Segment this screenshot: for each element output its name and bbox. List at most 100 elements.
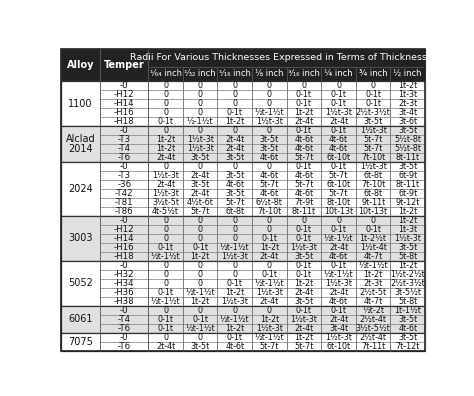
- Text: Temper: Temper: [104, 60, 145, 70]
- Bar: [61, 216, 100, 261]
- Text: 0: 0: [232, 216, 237, 225]
- Text: 1½t-2½t: 1½t-2½t: [391, 270, 425, 279]
- Bar: [321, 225, 356, 234]
- Text: 1t-1½t: 1t-1½t: [394, 306, 421, 315]
- Text: -0: -0: [120, 126, 128, 135]
- Text: ½t-1½t: ½t-1½t: [185, 324, 215, 333]
- Text: 0-1t: 0-1t: [157, 324, 173, 333]
- Text: 2t-4t: 2t-4t: [156, 342, 175, 351]
- Text: ½t-1½t: ½t-1½t: [220, 315, 249, 324]
- Bar: [61, 306, 100, 333]
- Text: 0: 0: [336, 216, 341, 225]
- Text: 3t-5t: 3t-5t: [191, 342, 210, 351]
- Bar: [287, 297, 321, 306]
- Text: 1100: 1100: [68, 99, 93, 109]
- Bar: [100, 279, 148, 288]
- Bar: [391, 252, 425, 261]
- Text: -T42: -T42: [115, 189, 134, 198]
- Text: 0: 0: [301, 81, 306, 90]
- Bar: [218, 216, 252, 225]
- Bar: [252, 333, 287, 342]
- Text: 7t-9t: 7t-9t: [294, 198, 314, 207]
- Text: -H12: -H12: [114, 225, 135, 234]
- Bar: [218, 126, 252, 135]
- Bar: [391, 234, 425, 243]
- Text: 0-1t: 0-1t: [157, 288, 173, 297]
- Bar: [183, 180, 218, 189]
- Text: 2t-4t: 2t-4t: [225, 135, 245, 144]
- Text: 1½t-3t: 1½t-3t: [221, 252, 248, 261]
- Bar: [356, 243, 391, 252]
- Text: ½t-1½t: ½t-1½t: [185, 288, 215, 297]
- Bar: [148, 324, 183, 333]
- Bar: [148, 279, 183, 288]
- Bar: [321, 108, 356, 117]
- Bar: [287, 333, 321, 342]
- Text: 0: 0: [232, 162, 237, 171]
- Text: 5t-7t: 5t-7t: [329, 171, 348, 180]
- Text: 1½t-3t: 1½t-3t: [291, 315, 318, 324]
- Bar: [391, 288, 425, 297]
- Bar: [356, 333, 391, 342]
- Bar: [183, 297, 218, 306]
- Text: -T6: -T6: [118, 342, 131, 351]
- Text: 0: 0: [163, 306, 168, 315]
- Text: -H34: -H34: [114, 279, 135, 288]
- Text: 5t-7t: 5t-7t: [225, 198, 245, 207]
- Bar: [218, 288, 252, 297]
- Bar: [252, 198, 287, 207]
- Text: ½t-1½t: ½t-1½t: [324, 270, 353, 279]
- Bar: [148, 117, 183, 126]
- Bar: [61, 49, 100, 81]
- Text: 2½t-3½t: 2½t-3½t: [391, 279, 425, 288]
- Text: 0: 0: [232, 126, 237, 135]
- Bar: [321, 279, 356, 288]
- Text: 1½t-3t: 1½t-3t: [325, 108, 352, 117]
- Bar: [148, 243, 183, 252]
- Bar: [287, 288, 321, 297]
- Text: 0-1t: 0-1t: [296, 306, 312, 315]
- Bar: [61, 81, 425, 126]
- Bar: [61, 261, 425, 306]
- Text: 0: 0: [336, 81, 341, 90]
- Text: 4t-6t: 4t-6t: [225, 342, 244, 351]
- Bar: [391, 306, 425, 315]
- Bar: [356, 216, 391, 225]
- Text: 6061: 6061: [68, 314, 93, 324]
- Text: -H12: -H12: [114, 90, 135, 99]
- Text: -H16: -H16: [114, 243, 135, 252]
- Text: ½t-1½t: ½t-1½t: [358, 261, 388, 270]
- Text: -T3: -T3: [118, 171, 131, 180]
- Bar: [100, 306, 148, 315]
- Text: 0-1t: 0-1t: [157, 117, 173, 126]
- Bar: [61, 81, 100, 126]
- Bar: [321, 198, 356, 207]
- Text: 10t-13t: 10t-13t: [324, 207, 353, 216]
- Text: 3t-5t: 3t-5t: [191, 180, 210, 189]
- Text: ½t-1½t: ½t-1½t: [255, 333, 284, 342]
- Text: -0: -0: [120, 261, 128, 270]
- Text: -H38: -H38: [114, 297, 135, 306]
- Text: 0-1t: 0-1t: [227, 108, 243, 117]
- Text: 1t-2t: 1t-2t: [398, 216, 418, 225]
- Text: 1t-2t: 1t-2t: [398, 81, 418, 90]
- Bar: [218, 234, 252, 243]
- Bar: [100, 198, 148, 207]
- Text: 1½t-3t: 1½t-3t: [187, 135, 214, 144]
- Bar: [391, 207, 425, 216]
- Text: 2t-4t: 2t-4t: [294, 117, 314, 126]
- Text: 1t-2½t: 1t-2½t: [360, 234, 387, 243]
- Bar: [321, 297, 356, 306]
- Bar: [321, 153, 356, 162]
- Text: Alloy: Alloy: [67, 60, 94, 70]
- Text: 6t-9t: 6t-9t: [398, 189, 418, 198]
- Bar: [218, 189, 252, 198]
- Bar: [252, 144, 287, 153]
- Text: 0: 0: [198, 234, 202, 243]
- Text: 0-1t: 0-1t: [296, 126, 312, 135]
- Text: 4t-6t: 4t-6t: [329, 135, 348, 144]
- Bar: [252, 67, 287, 81]
- Text: 0-1t: 0-1t: [365, 225, 381, 234]
- Text: 0: 0: [267, 261, 272, 270]
- Bar: [321, 324, 356, 333]
